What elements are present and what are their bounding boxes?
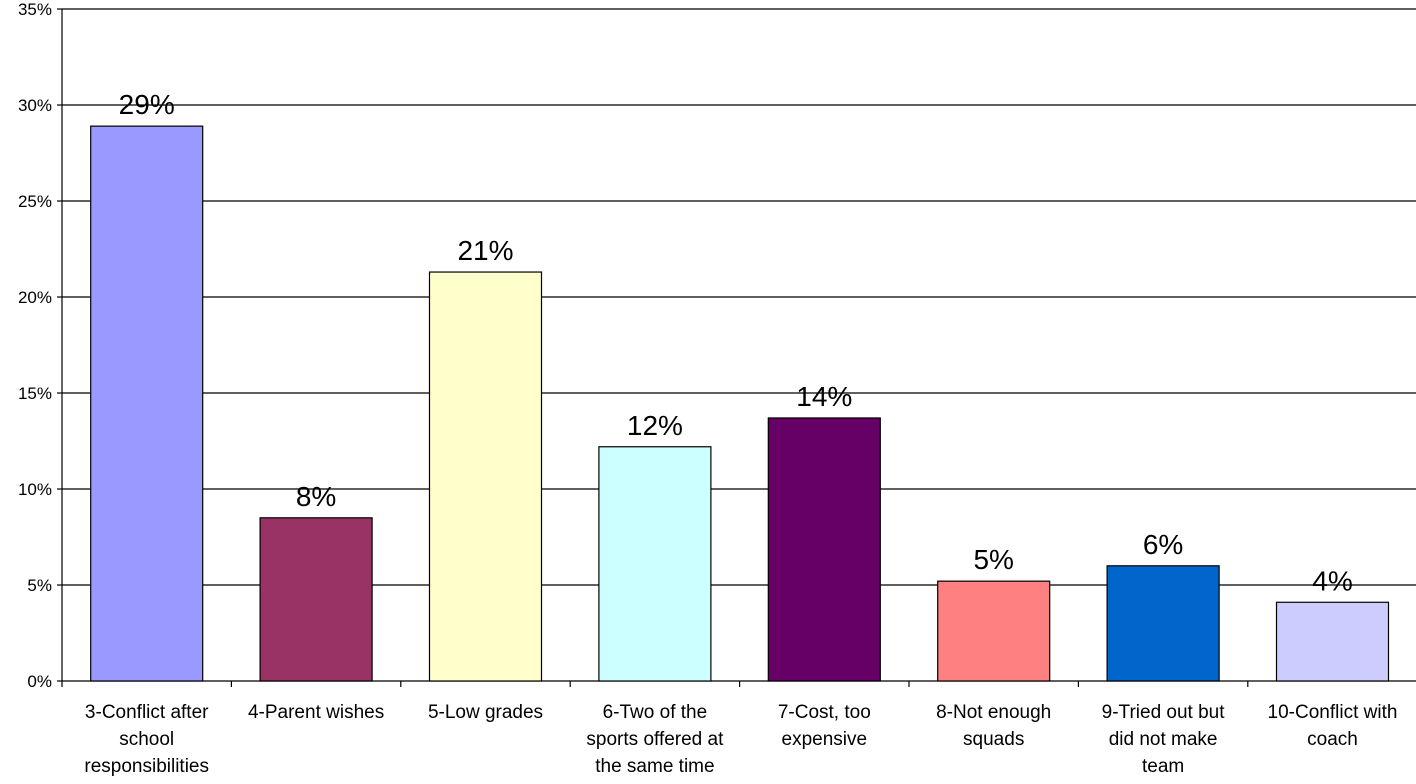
- x-tick-label: responsibilities: [84, 756, 209, 777]
- x-tick-label: 9-Tried out but: [1102, 702, 1226, 723]
- y-tick-label: 10%: [18, 480, 52, 499]
- x-tick-label: squads: [963, 729, 1024, 750]
- x-tick-label: 5-Low grades: [428, 702, 543, 723]
- data-label: 12%: [627, 410, 683, 441]
- y-tick-label: 30%: [18, 96, 52, 115]
- data-label: 4%: [1312, 565, 1352, 596]
- y-tick-label: 0%: [27, 672, 52, 691]
- bar: [428, 271, 543, 682]
- bar: [598, 446, 712, 682]
- y-tick-label: 20%: [18, 288, 52, 307]
- y-tick-label: 15%: [18, 384, 52, 403]
- data-label: 5%: [973, 544, 1013, 575]
- data-label: 8%: [296, 481, 336, 512]
- x-tick-label: the same time: [595, 756, 714, 777]
- x-tick-label: expensive: [782, 729, 868, 750]
- bar: [90, 125, 204, 682]
- bar: [1106, 565, 1220, 682]
- bar: [259, 517, 373, 682]
- data-label: 21%: [457, 235, 513, 266]
- data-label: 14%: [796, 381, 852, 412]
- y-tick-label: 25%: [18, 192, 52, 211]
- x-tick-label: 8-Not enough: [936, 702, 1051, 723]
- bar: [937, 580, 1051, 682]
- x-tick-label: 7-Cost, too: [778, 702, 871, 723]
- x-tick-label: 6-Two of the: [603, 702, 708, 723]
- y-tick-label: 5%: [27, 576, 52, 595]
- x-tick-label: 10-Conflict with: [1268, 702, 1398, 723]
- bar: [1275, 601, 1390, 682]
- data-label: 6%: [1143, 529, 1183, 560]
- x-tick-label: sports offered at: [586, 729, 724, 750]
- y-tick-label: 35%: [18, 0, 52, 19]
- x-tick-label: coach: [1307, 729, 1358, 750]
- x-tick-label: team: [1142, 756, 1184, 777]
- x-tick-label: 3-Conflict after: [85, 702, 209, 723]
- bar: [767, 417, 881, 682]
- x-tick-label: 4-Parent wishes: [248, 702, 384, 723]
- x-tick-label: school: [119, 729, 174, 750]
- data-label: 29%: [119, 89, 175, 120]
- x-tick-label: did not make: [1109, 729, 1218, 750]
